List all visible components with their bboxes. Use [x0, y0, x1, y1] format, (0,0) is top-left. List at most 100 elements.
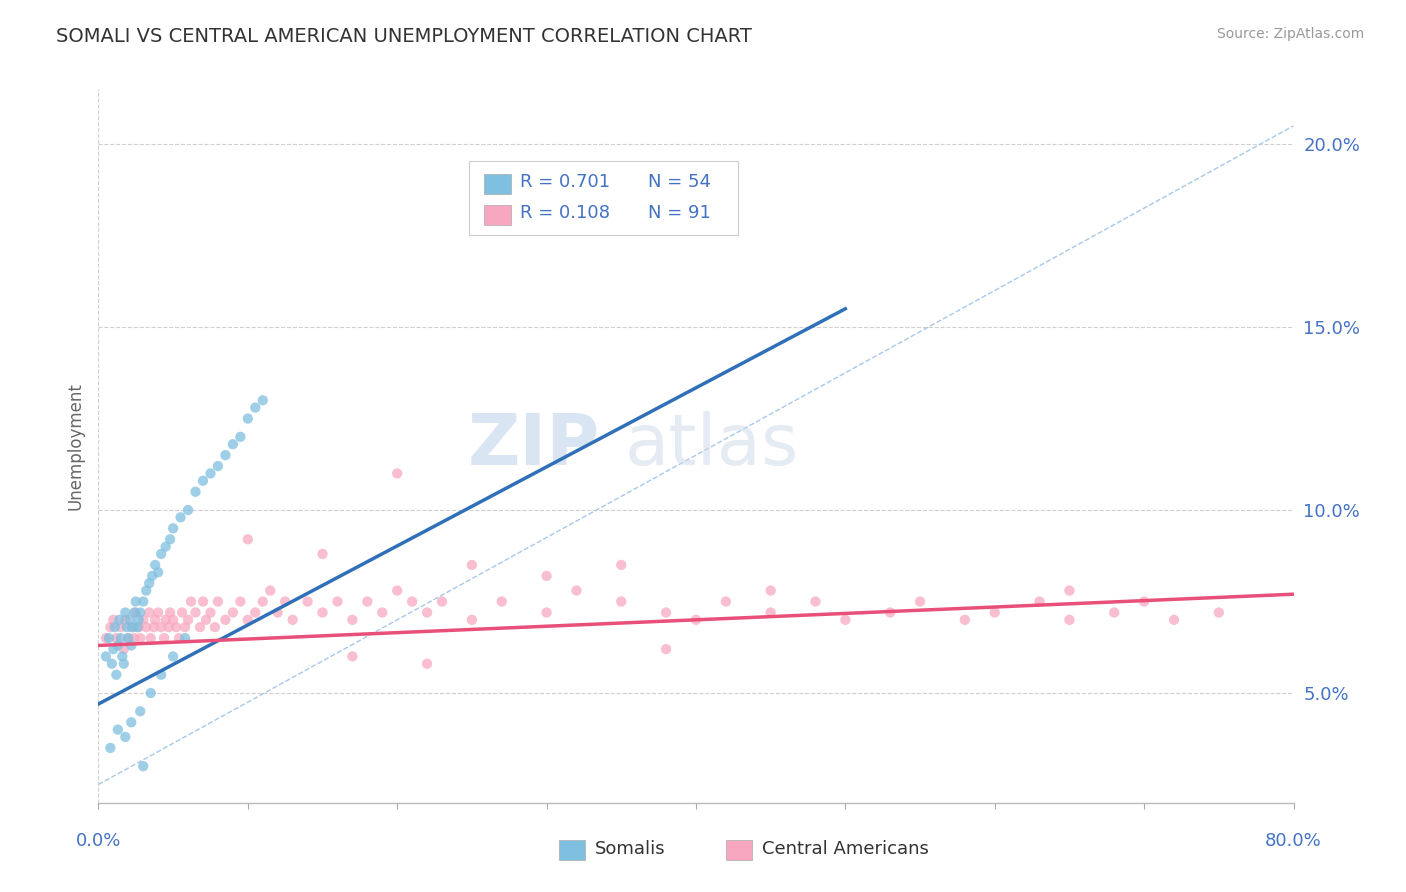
Point [150, 547, 173, 561]
Point [159, 533, 181, 547]
Point [1059, 613, 1081, 627]
Point [180, 594, 202, 608]
Point [114, 613, 136, 627]
Point [127, 620, 149, 634]
Point [124, 631, 146, 645]
Point [1059, 583, 1081, 598]
Point [252, 594, 274, 608]
Point [174, 620, 197, 634]
Point [172, 606, 194, 620]
Point [371, 606, 394, 620]
Point [177, 503, 200, 517]
Point [108, 613, 131, 627]
Point [110, 620, 132, 634]
Point [326, 594, 349, 608]
Point [143, 558, 166, 572]
Point [1133, 594, 1156, 608]
Point [165, 620, 187, 634]
Point [236, 411, 259, 425]
Point [112, 657, 135, 671]
Text: atlas: atlas [624, 411, 799, 481]
Point [908, 594, 931, 608]
Bar [725, 840, 752, 860]
Text: ZIP: ZIP [468, 411, 600, 481]
Text: SOMALI VS CENTRAL AMERICAN UNEMPLOYMENT CORRELATION CHART: SOMALI VS CENTRAL AMERICAN UNEMPLOYMENT … [56, 27, 752, 45]
Point [141, 569, 163, 583]
Point [229, 430, 252, 444]
Point [125, 594, 148, 608]
Point [759, 583, 782, 598]
Point [112, 642, 135, 657]
Point [162, 649, 184, 664]
Point [207, 594, 229, 608]
Point [461, 613, 484, 627]
Point [111, 649, 134, 664]
Point [125, 606, 148, 620]
Point [207, 459, 229, 474]
Bar [558, 840, 585, 860]
Point [245, 401, 267, 415]
Point [342, 613, 364, 627]
Point [236, 533, 259, 547]
Text: Somalis: Somalis [595, 840, 665, 858]
Point [120, 639, 142, 653]
Point [132, 594, 155, 608]
Point [416, 657, 439, 671]
Point [159, 606, 181, 620]
Text: Central Americans: Central Americans [762, 840, 928, 858]
Text: Source: ZipAtlas.com: Source: ZipAtlas.com [1216, 27, 1364, 41]
Point [167, 631, 190, 645]
Point [162, 613, 184, 627]
Point [714, 594, 737, 608]
Point [174, 631, 197, 645]
Point [162, 521, 184, 535]
Point [135, 620, 157, 634]
Point [103, 642, 125, 657]
Point [222, 606, 245, 620]
Point [204, 620, 226, 634]
Text: 80.0%: 80.0% [1265, 832, 1322, 850]
Point [101, 657, 124, 671]
Point [105, 667, 128, 681]
Point [184, 484, 207, 499]
Point [153, 631, 176, 645]
Point [105, 631, 128, 645]
Point [274, 594, 297, 608]
Point [984, 606, 1007, 620]
Point [610, 594, 633, 608]
Point [229, 594, 252, 608]
Point [565, 583, 588, 598]
Point [759, 606, 782, 620]
Point [107, 639, 129, 653]
Point [536, 569, 558, 583]
Point [139, 686, 162, 700]
Point [191, 474, 214, 488]
Y-axis label: Unemployment: Unemployment [66, 382, 84, 510]
Point [401, 594, 423, 608]
Point [184, 606, 207, 620]
Point [143, 613, 166, 627]
FancyBboxPatch shape [470, 161, 738, 235]
Point [94, 649, 117, 664]
Point [148, 606, 170, 620]
Point [117, 631, 139, 645]
Point [804, 594, 827, 608]
Point [124, 606, 146, 620]
Point [610, 558, 633, 572]
Point [150, 620, 173, 634]
Point [110, 631, 132, 645]
Point [385, 467, 409, 481]
Point [953, 613, 976, 627]
Point [114, 606, 136, 620]
Point [245, 606, 267, 620]
Point [1104, 606, 1126, 620]
Point [655, 642, 678, 657]
Text: R = 0.701: R = 0.701 [520, 173, 610, 191]
Point [120, 620, 142, 634]
Point [142, 620, 165, 634]
Point [685, 613, 707, 627]
Point [1208, 606, 1230, 620]
Point [138, 606, 160, 620]
Point [1163, 613, 1185, 627]
Point [128, 613, 150, 627]
